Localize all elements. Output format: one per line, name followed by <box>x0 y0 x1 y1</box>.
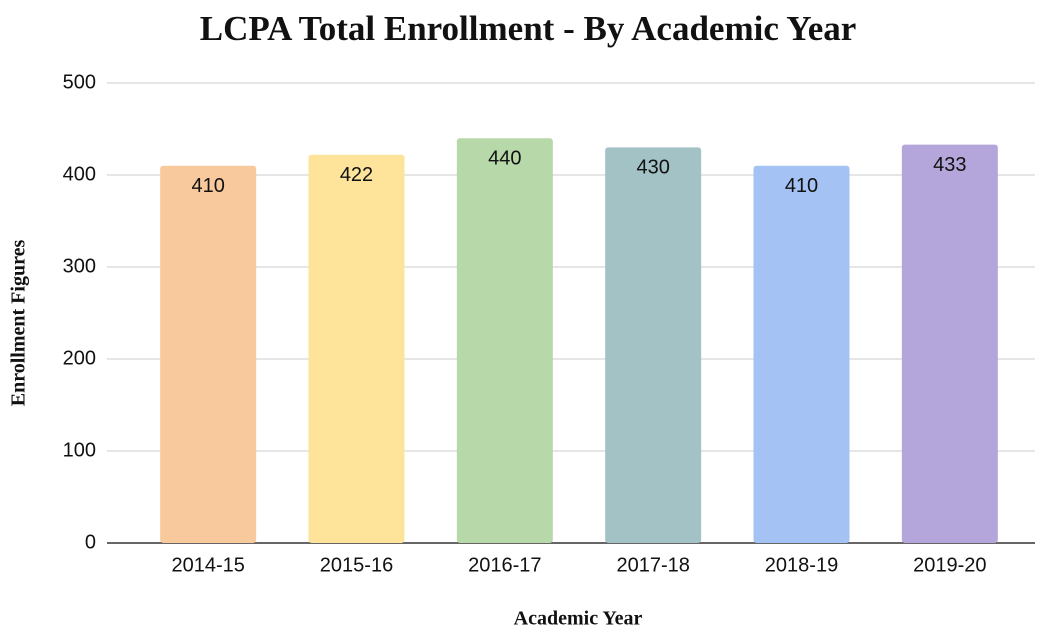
value-label: 440 <box>488 147 521 169</box>
bar <box>605 147 702 543</box>
y-tick-label: 200 <box>63 347 96 369</box>
bar <box>456 138 553 543</box>
x-tick-label: 2015-16 <box>320 554 393 576</box>
bar <box>160 165 257 544</box>
chart-title: LCPA Total Enrollment - By Academic Year <box>200 9 857 48</box>
value-label: 410 <box>785 175 818 197</box>
y-axis-label: Enrollment Figures <box>8 240 30 407</box>
x-tick-label: 2018-19 <box>765 554 838 576</box>
x-tick-label: 2019-20 <box>913 554 986 576</box>
y-tick-label: 500 <box>63 71 96 93</box>
bar <box>901 144 998 543</box>
y-tick-label: 400 <box>63 163 96 185</box>
x-tick-label: 2016-17 <box>468 554 541 576</box>
y-tick-label: 300 <box>63 255 96 277</box>
y-tick-label: 100 <box>63 439 96 461</box>
x-axis-label: Academic Year <box>514 608 643 630</box>
value-label: 422 <box>340 164 373 186</box>
value-label: 433 <box>933 154 966 176</box>
x-tick-label: 2017-18 <box>616 554 689 576</box>
bar <box>308 154 405 543</box>
y-tick-label: 0 <box>85 531 96 553</box>
x-tick-label: 2014-15 <box>171 554 244 576</box>
value-label: 430 <box>636 157 669 179</box>
bar <box>753 165 850 544</box>
value-label: 410 <box>191 175 224 197</box>
